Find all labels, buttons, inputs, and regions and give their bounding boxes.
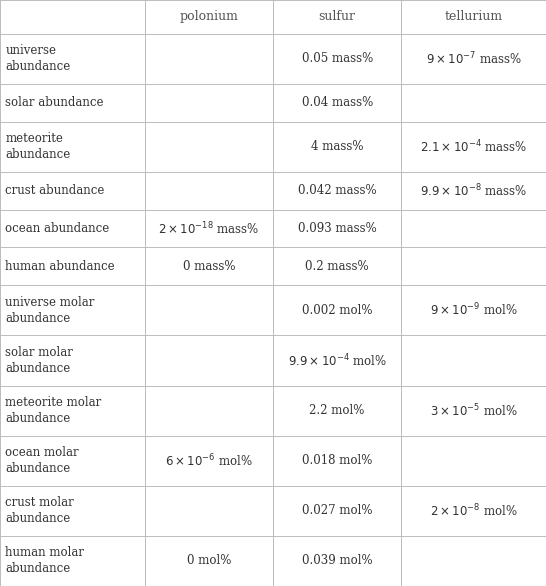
Text: human molar
abundance: human molar abundance — [5, 547, 85, 575]
Text: 0.027 mol%: 0.027 mol% — [302, 505, 372, 517]
Text: 0 mol%: 0 mol% — [187, 554, 231, 567]
Text: 2.2 mol%: 2.2 mol% — [310, 404, 365, 417]
Text: $9\times10^{-7}$ mass%: $9\times10^{-7}$ mass% — [426, 50, 521, 67]
Text: 4 mass%: 4 mass% — [311, 140, 364, 153]
Text: 0.042 mass%: 0.042 mass% — [298, 184, 377, 197]
Text: 0.04 mass%: 0.04 mass% — [301, 96, 373, 109]
Text: solar abundance: solar abundance — [5, 96, 104, 109]
Text: $2\times10^{-18}$ mass%: $2\times10^{-18}$ mass% — [158, 220, 259, 237]
Text: $6\times10^{-6}$ mol%: $6\times10^{-6}$ mol% — [165, 452, 253, 469]
Text: $3\times10^{-5}$ mol%: $3\times10^{-5}$ mol% — [430, 403, 518, 419]
Text: universe
abundance: universe abundance — [5, 44, 71, 73]
Text: polonium: polonium — [180, 11, 238, 23]
Text: 0.002 mol%: 0.002 mol% — [302, 304, 372, 317]
Text: human abundance: human abundance — [5, 260, 115, 273]
Text: meteorite
abundance: meteorite abundance — [5, 132, 71, 161]
Text: $9.9\times10^{-4}$ mol%: $9.9\times10^{-4}$ mol% — [288, 352, 387, 369]
Text: crust abundance: crust abundance — [5, 184, 105, 197]
Text: crust molar
abundance: crust molar abundance — [5, 496, 74, 525]
Text: sulfur: sulfur — [319, 11, 355, 23]
Text: $2\times10^{-8}$ mol%: $2\times10^{-8}$ mol% — [430, 503, 518, 519]
Text: ocean abundance: ocean abundance — [5, 222, 110, 235]
Text: $9.9\times10^{-8}$ mass%: $9.9\times10^{-8}$ mass% — [420, 182, 527, 199]
Text: 0.039 mol%: 0.039 mol% — [302, 554, 372, 567]
Text: 0.018 mol%: 0.018 mol% — [302, 454, 372, 467]
Text: $2.1\times10^{-4}$ mass%: $2.1\times10^{-4}$ mass% — [420, 138, 527, 155]
Text: 0.093 mass%: 0.093 mass% — [298, 222, 377, 235]
Text: $9\times10^{-9}$ mol%: $9\times10^{-9}$ mol% — [430, 302, 518, 319]
Text: ocean molar
abundance: ocean molar abundance — [5, 446, 79, 475]
Text: 0.2 mass%: 0.2 mass% — [305, 260, 369, 273]
Text: universe molar
abundance: universe molar abundance — [5, 296, 95, 325]
Text: meteorite molar
abundance: meteorite molar abundance — [5, 396, 102, 425]
Text: 0.05 mass%: 0.05 mass% — [301, 52, 373, 65]
Text: 0 mass%: 0 mass% — [182, 260, 235, 273]
Text: tellurium: tellurium — [444, 11, 503, 23]
Text: solar molar
abundance: solar molar abundance — [5, 346, 73, 375]
